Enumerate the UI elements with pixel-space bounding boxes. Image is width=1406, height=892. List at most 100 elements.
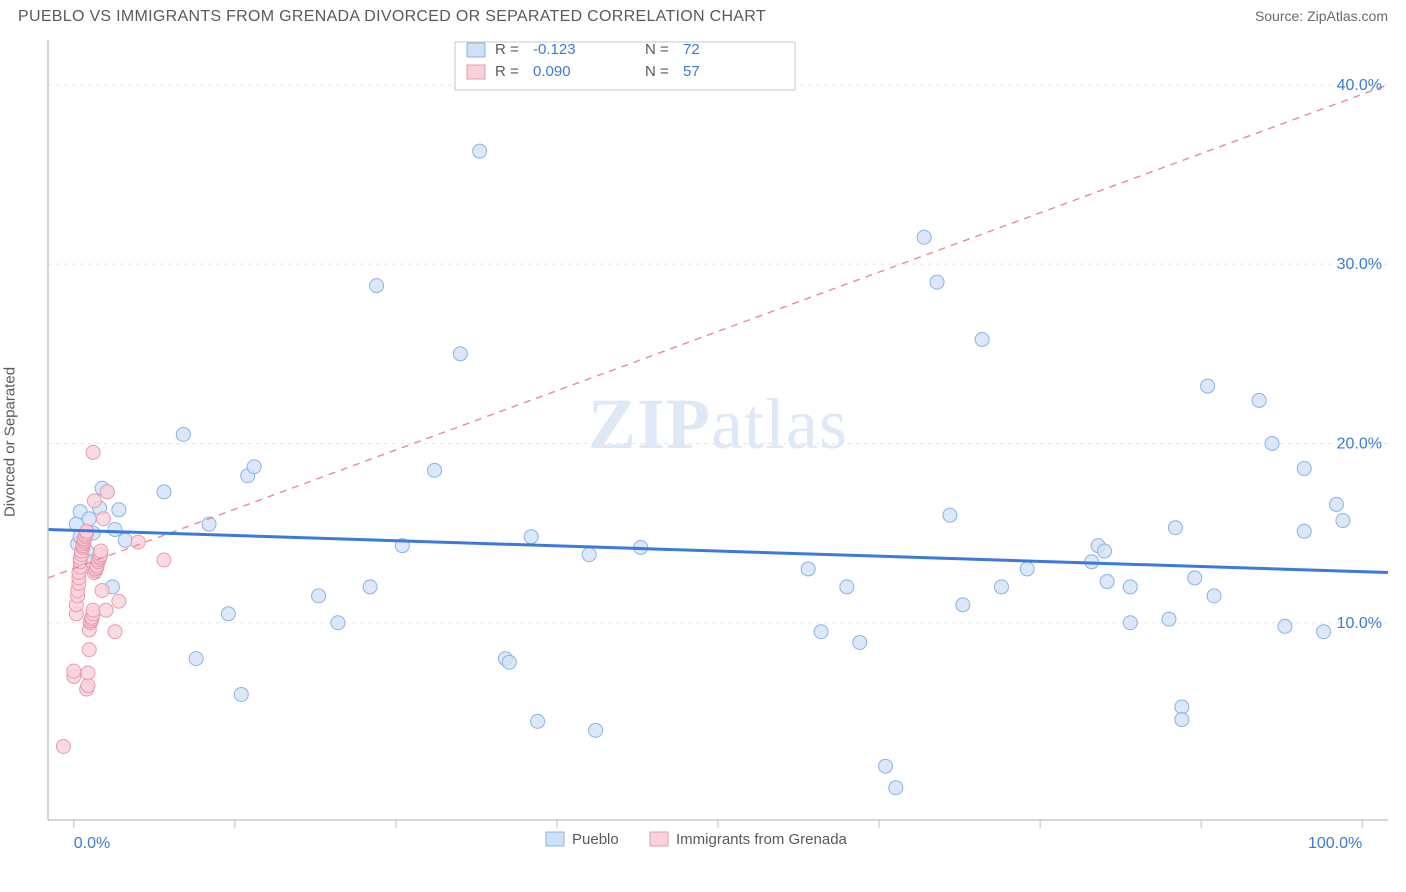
legend-r-value: -0.123 xyxy=(533,41,576,58)
data-point xyxy=(81,679,95,693)
data-point xyxy=(1175,700,1189,714)
data-point xyxy=(428,463,442,477)
data-point xyxy=(363,580,377,594)
data-point xyxy=(1162,612,1176,626)
data-point xyxy=(975,332,989,346)
data-point xyxy=(889,781,903,795)
y-axis-label: Divorced or Separated xyxy=(2,367,19,517)
legend-swatch xyxy=(467,65,485,79)
data-point xyxy=(853,635,867,649)
legend-r-label: R = xyxy=(495,63,519,80)
data-point xyxy=(589,723,603,737)
data-point xyxy=(189,652,203,666)
data-point xyxy=(86,603,100,617)
data-point xyxy=(221,607,235,621)
data-point xyxy=(247,460,261,474)
data-point xyxy=(524,530,538,544)
data-point xyxy=(1317,625,1331,639)
data-point xyxy=(100,485,114,499)
data-point xyxy=(801,562,815,576)
data-point xyxy=(1207,589,1221,603)
data-point xyxy=(502,655,516,669)
y-tick-label: 10.0% xyxy=(1337,615,1382,632)
watermark: ZIPatlas xyxy=(588,384,848,464)
data-point xyxy=(112,503,126,517)
data-point xyxy=(1188,571,1202,585)
data-point xyxy=(994,580,1008,594)
data-point xyxy=(108,523,122,537)
data-point xyxy=(108,625,122,639)
data-point xyxy=(95,583,109,597)
data-point xyxy=(112,594,126,608)
data-point xyxy=(82,643,96,657)
scatter-chart: ZIPatlas10.0%20.0%30.0%40.0%0.0%100.0%R … xyxy=(0,32,1406,852)
legend-n-value: 72 xyxy=(683,41,700,58)
legend-swatch xyxy=(467,43,485,57)
legend-swatch xyxy=(650,832,668,846)
data-point xyxy=(531,714,545,728)
data-point xyxy=(1297,524,1311,538)
data-point xyxy=(1329,497,1343,511)
data-point xyxy=(82,512,96,526)
bottom-legend: Pueblo Immigrants from Grenada xyxy=(546,831,848,848)
chart-title: PUEBLO VS IMMIGRANTS FROM GRENADA DIVORC… xyxy=(18,8,766,26)
data-point xyxy=(176,427,190,441)
data-point xyxy=(312,589,326,603)
y-tick-label: 20.0% xyxy=(1337,435,1382,452)
data-point xyxy=(81,666,95,680)
data-point xyxy=(99,603,113,617)
data-point xyxy=(370,279,384,293)
data-point xyxy=(118,533,132,547)
data-point xyxy=(96,512,110,526)
data-point xyxy=(1123,580,1137,594)
data-point xyxy=(1100,575,1114,589)
data-point xyxy=(956,598,970,612)
data-point xyxy=(67,664,81,678)
data-point xyxy=(917,230,931,244)
data-point xyxy=(157,553,171,567)
legend-label: Immigrants from Grenada xyxy=(676,831,848,848)
data-point xyxy=(582,548,596,562)
top-legend: R = -0.123 N = 72 R = 0.090 N = 57 xyxy=(455,41,795,90)
data-point xyxy=(1336,514,1350,528)
legend-n-label: N = xyxy=(645,41,669,58)
data-point xyxy=(157,485,171,499)
legend-r-label: R = xyxy=(495,41,519,58)
data-point xyxy=(234,687,248,701)
data-point xyxy=(930,275,944,289)
data-point xyxy=(86,445,100,459)
data-point xyxy=(1252,393,1266,407)
chart-wrap: Divorced or Separated ZIPatlas 10.0% 20.0%… xyxy=(0,32,1406,852)
data-point xyxy=(1098,544,1112,558)
legend-n-label: N = xyxy=(645,63,669,80)
x-tick-label-left: 0.0% xyxy=(74,835,110,852)
header: PUEBLO VS IMMIGRANTS FROM GRENADA DIVORC… xyxy=(0,0,1406,32)
data-point xyxy=(840,580,854,594)
data-point xyxy=(1123,616,1137,630)
x-tick-label-right: 100.0% xyxy=(1308,835,1362,852)
source: Source: ZipAtlas.com xyxy=(1255,8,1388,26)
legend-r-value: 0.090 xyxy=(533,63,571,80)
data-point xyxy=(87,494,101,508)
data-point xyxy=(1265,436,1279,450)
data-point xyxy=(131,535,145,549)
data-point xyxy=(814,625,828,639)
source-value: ZipAtlas.com xyxy=(1307,8,1388,24)
data-point xyxy=(453,347,467,361)
legend-label: Pueblo xyxy=(572,831,619,848)
data-point xyxy=(1297,462,1311,476)
data-point xyxy=(473,144,487,158)
data-point xyxy=(1175,713,1189,727)
data-point xyxy=(94,544,108,558)
legend-swatch xyxy=(546,832,564,846)
data-point xyxy=(1278,619,1292,633)
data-point xyxy=(943,508,957,522)
data-point xyxy=(1168,521,1182,535)
data-point xyxy=(1201,379,1215,393)
legend-n-value: 57 xyxy=(683,63,700,80)
source-label: Source: xyxy=(1255,8,1307,24)
y-tick-label: 40.0% xyxy=(1337,77,1382,94)
data-point xyxy=(56,739,70,753)
data-point xyxy=(1020,562,1034,576)
data-point xyxy=(879,759,893,773)
